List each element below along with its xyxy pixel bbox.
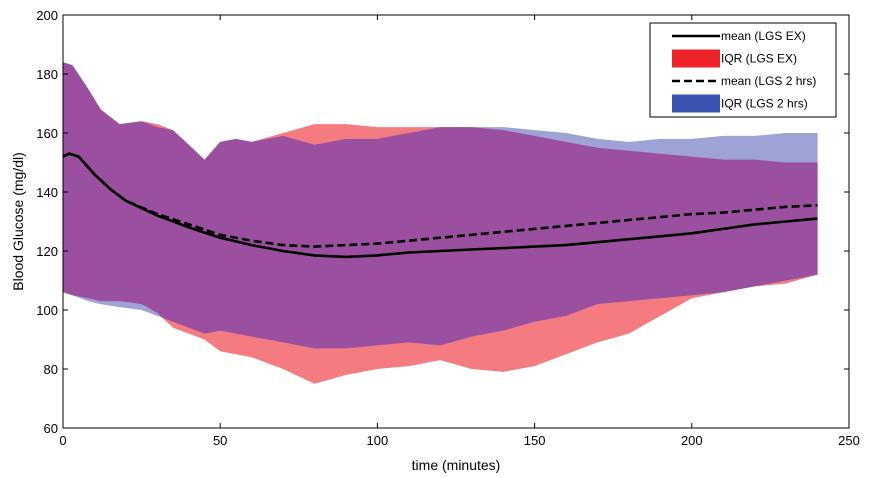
legend-label: IQR (LGS EX) bbox=[721, 52, 797, 66]
x-tick-label: 0 bbox=[59, 433, 66, 448]
x-tick-label: 100 bbox=[367, 433, 389, 448]
y-axis-label: Blood Glucose (mg/dl) bbox=[10, 152, 26, 291]
y-tick-label: 160 bbox=[36, 126, 58, 141]
legend-swatch-patch bbox=[672, 94, 720, 113]
x-axis-label: time (minutes) bbox=[412, 457, 501, 473]
iqr-bands bbox=[63, 62, 818, 384]
x-tick-label: 150 bbox=[524, 433, 546, 448]
y-tick-label: 200 bbox=[36, 8, 58, 23]
x-tick-label: 200 bbox=[681, 433, 703, 448]
y-tick-label: 180 bbox=[36, 67, 58, 82]
y-axis-ticks: 60 80 100 120 140 160 180 200 bbox=[36, 8, 849, 436]
x-tick-label: 50 bbox=[213, 433, 227, 448]
y-tick-label: 60 bbox=[44, 421, 58, 436]
legend-label: IQR (LGS 2 hrs) bbox=[721, 97, 808, 111]
mean-lines bbox=[62, 152, 818, 259]
y-tick-label: 120 bbox=[36, 244, 58, 259]
plot-frame bbox=[62, 14, 850, 429]
legend: mean (LGS EX) IQR (LGS EX) mean (LGS 2 hrs… bbox=[649, 22, 837, 118]
mean-line-lgs-2hrs bbox=[62, 152, 818, 248]
iqr-overlap bbox=[63, 62, 818, 349]
legend-swatch-patch bbox=[672, 49, 720, 68]
x-tick-label: 250 bbox=[838, 433, 860, 448]
y-tick-label: 80 bbox=[44, 362, 58, 377]
legend-label: mean (LGS EX) bbox=[721, 29, 806, 43]
mean-line-lgs-ex bbox=[62, 152, 818, 259]
y-tick-label: 100 bbox=[36, 303, 58, 318]
x-axis-ticks: 0 50 100 150 200 250 bbox=[59, 15, 860, 448]
y-tick-label: 140 bbox=[36, 185, 58, 200]
legend-label: mean (LGS 2 hrs) bbox=[721, 74, 816, 88]
